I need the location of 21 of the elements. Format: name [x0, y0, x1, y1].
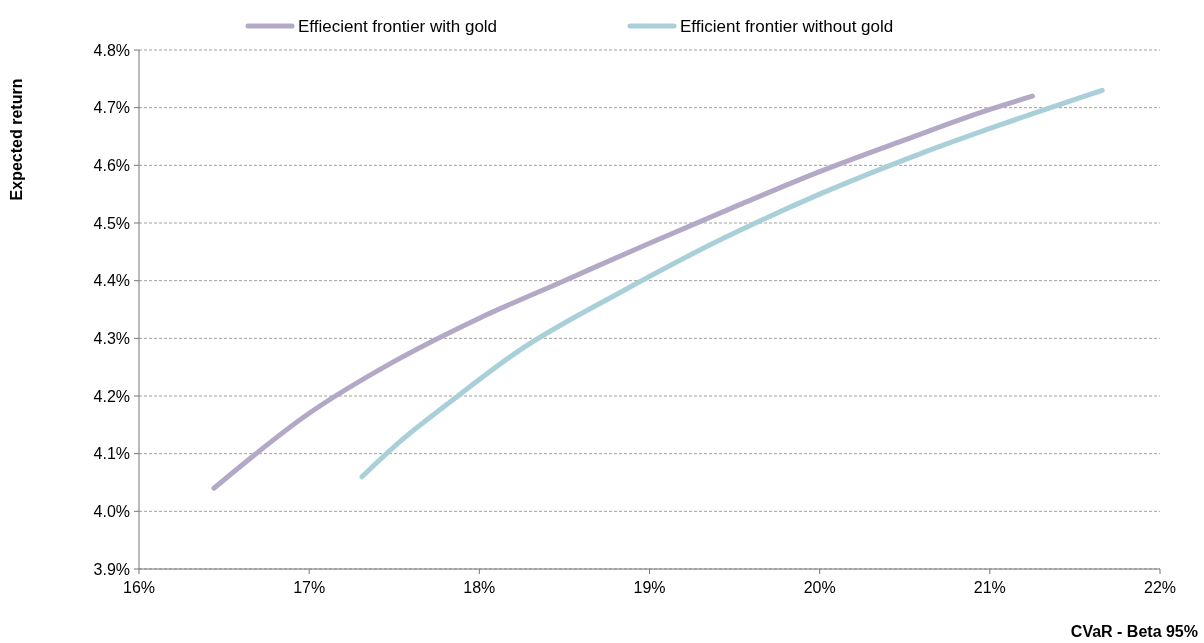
x-tick-label: 16% [122, 579, 156, 596]
x-tick-label: 20% [803, 579, 836, 596]
y-tick-label: 4.0% [93, 502, 130, 520]
x-axis-title: CVaR - Beta 95% [1070, 623, 1198, 640]
x-tick-label: 21% [973, 579, 1006, 596]
x-tick-label: 17% [293, 579, 326, 596]
x-tick-label: 18% [463, 579, 496, 596]
y-tick-label: 4.3% [93, 329, 130, 347]
y-tick-label: 4.1% [93, 445, 130, 463]
legend-label: Efficient frontier without gold [680, 16, 894, 36]
y-tick-label: 4.5% [93, 214, 130, 232]
y-axis-title: Expected return [8, 78, 25, 201]
y-tick-label: 4.8% [93, 41, 130, 59]
y-tick-label: 4.6% [93, 156, 130, 174]
x-tick-label: 19% [633, 579, 666, 596]
x-tick-label: 22% [1143, 579, 1177, 596]
y-tick-label: 3.9% [93, 560, 130, 578]
y-tick-label: 4.7% [93, 99, 130, 117]
y-tick-label: 4.4% [93, 272, 130, 290]
y-tick-label: 4.2% [93, 387, 130, 405]
legend-label: Effiecient frontier with gold [298, 16, 498, 36]
